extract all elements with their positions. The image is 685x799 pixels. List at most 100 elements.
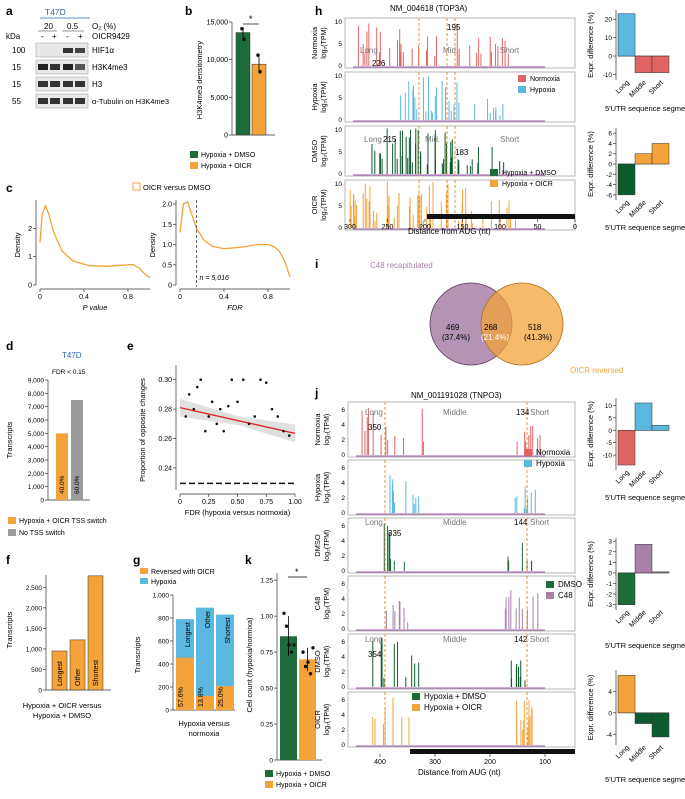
h-region-mid: Mid. <box>443 46 458 55</box>
bar-1 <box>280 636 297 760</box>
sig-star: * <box>295 567 299 577</box>
y-tick-label: -2 <box>606 592 612 599</box>
track-y-tick: 0 <box>341 510 345 517</box>
panel-letter-a: a <box>6 4 13 18</box>
o2-label: O₂ (%) <box>92 22 116 31</box>
y-axis-label: Density <box>148 232 157 257</box>
track-y-tick: 6 <box>341 407 345 414</box>
y-tick-label: -3 <box>606 602 612 609</box>
y-axis-label: Expr. difference (%) <box>586 401 595 467</box>
y-tick-label: 0.26 <box>158 436 172 443</box>
h-mark-183: 183 <box>455 148 469 157</box>
j-region-short-2: Short <box>530 518 550 527</box>
bar-pct-label: 57.6% <box>178 687 185 707</box>
y-tick-label: 15,000 <box>207 20 229 27</box>
kda-label: kDa <box>6 32 21 41</box>
o2-value-2: 0.5 <box>67 22 79 31</box>
y-tick-label: 1,000 <box>26 646 43 653</box>
bar-1 <box>56 433 68 500</box>
data-point <box>242 37 246 42</box>
legend-g1: Reversed with OICR <box>151 569 215 576</box>
blot-hif1a <box>35 42 89 58</box>
band-label-hif1a: HIF1α <box>92 46 114 55</box>
track-frame <box>347 691 576 748</box>
y-tick-label: -1 <box>606 581 612 588</box>
panel-letter-e: e <box>127 339 134 353</box>
y-axis-label: Transcripts <box>5 611 14 648</box>
track-y-tick: 2 <box>341 495 345 502</box>
cell-line-label: T47D <box>45 7 66 17</box>
data-point <box>303 664 308 669</box>
venn-left-label: C48 recapitulated <box>370 261 433 270</box>
panel-f: f 0 500 1,000 1,500 2,000 2,500 Transcripts Lon… <box>5 553 111 720</box>
panel-b: b 0 5,000 10,000 15,000 H3K4me3 densitometry… <box>185 4 275 170</box>
legend-b-oicr: Hypoxia + OICR <box>201 163 252 170</box>
track-y-tick: 6 <box>341 523 345 530</box>
y-tick-label: 9,000 <box>28 378 45 385</box>
track-y-tick: 0 <box>341 568 345 575</box>
track-y-tick: 6 <box>341 639 345 646</box>
band <box>75 48 85 53</box>
y-tick-label: 0 <box>608 428 612 435</box>
oicr-sign-2: + <box>52 32 57 41</box>
y-tick-label: 200 <box>158 685 169 692</box>
panel-letter-b: b <box>185 4 192 18</box>
x-tick-label: 0 <box>573 224 577 231</box>
track-frame <box>347 633 576 690</box>
venn-right-pct: (41.3%) <box>524 333 552 342</box>
data-point <box>311 646 315 650</box>
y-tick-label: -6 <box>606 192 612 199</box>
x-tick-label: 300 <box>344 224 356 231</box>
data-point <box>215 422 219 426</box>
bar-middle <box>634 402 653 431</box>
d-title: T47D <box>62 351 82 360</box>
legend-swatch-g1 <box>140 568 148 574</box>
j-region-middle: Middle <box>443 408 467 417</box>
category-label: Middle <box>628 79 648 99</box>
track-y-tick: 2 <box>341 437 345 444</box>
y-axis-label: H3K4me3 densitometry <box>195 41 204 120</box>
kda-15b: 15 <box>12 80 21 89</box>
h-mark-195: 195 <box>447 23 461 32</box>
data-point <box>222 429 225 433</box>
category-label: Middle <box>628 609 648 629</box>
legend-h-oicr: Hypoxia + OICR <box>502 181 553 188</box>
data-point <box>236 400 239 404</box>
blot-h3 <box>35 76 89 92</box>
legend-j-hdmso: Hypoxia + DMSO <box>424 692 486 701</box>
y-tick-label: 1.0 <box>162 242 172 249</box>
track-label: DMSO <box>313 534 322 557</box>
y-tick-label: 2 <box>608 151 612 158</box>
legend-j-hoicr: Hypoxia + OICR <box>424 703 482 712</box>
legend-swatch-j-hoicr <box>412 704 420 711</box>
y-tick-label: 5 <box>608 415 612 422</box>
track-y-tick: 2 <box>341 727 345 734</box>
y-tick-label: 600 <box>158 639 169 646</box>
track-sublabel: log₂(TPM) <box>324 646 331 678</box>
band <box>63 48 73 53</box>
venn-oicr <box>480 282 564 366</box>
y-axis-label: Cell count (hypoxia/normixa) <box>245 617 254 713</box>
panel-g: g Reversed with OICR Hypoxia 0 200 400 600 8… <box>133 553 235 738</box>
bar-2 <box>251 63 267 136</box>
x-tick-label: 0.75 <box>259 499 273 506</box>
j-seg-label-3: 5′UTR sequence segment <box>605 775 685 784</box>
legend-swatch-j-hdmso <box>412 693 420 700</box>
chart-c-fdr: 0 0.5 1.0 1.5 2.0 0 0.4 0.8 FDR Density n = 5,016 <box>148 200 291 312</box>
data-point <box>270 407 274 411</box>
track-label: C48 <box>313 597 322 611</box>
track-sublabel: log₂(TPM) <box>324 704 331 736</box>
y-axis-label: Expr. difference (%) <box>586 131 595 197</box>
x-tick-label: 250 <box>382 224 394 231</box>
track-frame <box>347 401 576 458</box>
track-frame <box>344 179 576 231</box>
data-point <box>256 53 260 57</box>
data-point <box>207 415 211 418</box>
panel-letter-k: k <box>245 553 252 567</box>
x-tick-label: 0.4 <box>79 294 89 301</box>
data-point <box>282 429 285 433</box>
y-tick-label: 1.5 <box>162 222 172 229</box>
